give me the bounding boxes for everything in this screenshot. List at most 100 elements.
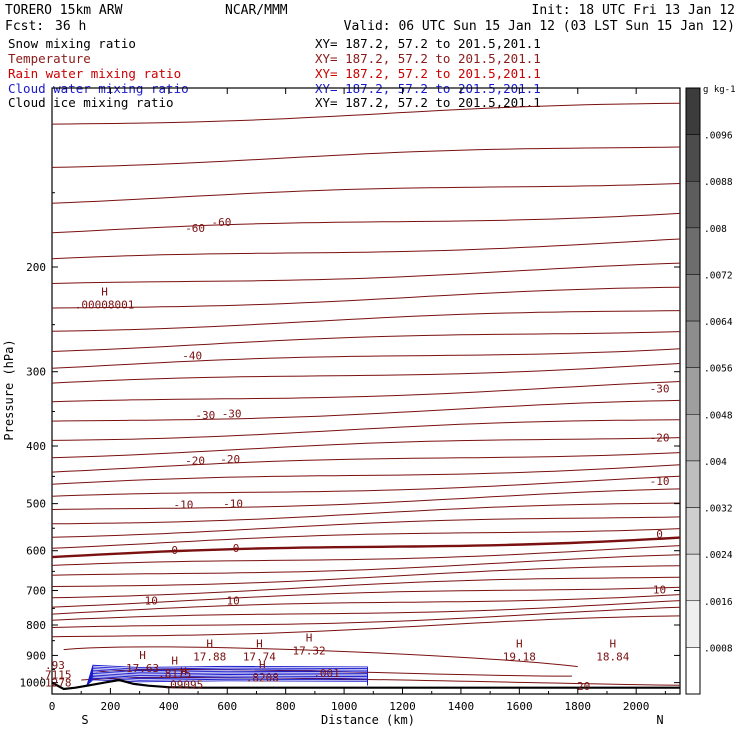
isotherm-line (51, 594, 681, 615)
colorbar-segment (685, 320, 701, 368)
y-tick-label: 500 (26, 498, 46, 511)
isotherm-line (51, 399, 681, 422)
high-value: .93 (45, 659, 65, 672)
high-marker: H (610, 638, 617, 651)
fcst-label: Fcst: (5, 19, 44, 34)
cloud-water-contours (86, 664, 368, 686)
high-value: .8208 (246, 671, 279, 684)
colorbar-label: .0048 (704, 410, 733, 421)
isotherm-label: -30 (195, 409, 215, 422)
isotherm-line (51, 310, 681, 332)
x-tick-label: 800 (276, 700, 296, 713)
y-axis-label: Pressure (hPa) (2, 339, 16, 440)
colorbar-segment (685, 507, 701, 555)
isotherm-line (51, 381, 681, 403)
isotherm-label: 10 (653, 583, 666, 596)
high-marker: H (259, 658, 266, 671)
isotherm-label: -30 (650, 382, 670, 395)
high-value: .00008001 (75, 299, 135, 312)
cloud-water-contour (86, 677, 368, 686)
y-tick-label: 900 (26, 649, 46, 662)
colorbar-label: .0088 (704, 177, 733, 188)
x-tick-label: 400 (159, 700, 179, 713)
field-name-rain: Rain water mixing ratio (8, 66, 181, 81)
isotherm-label: -20 (650, 431, 670, 444)
isotherm-label: 0 (656, 528, 663, 541)
colorbar-label: .0072 (704, 270, 733, 281)
high-value: .1278 (38, 676, 71, 689)
isotherm-line (51, 183, 681, 204)
isotherm-line (51, 262, 681, 284)
colorbar-label: .008 (704, 224, 727, 235)
high-value: 18.84 (596, 651, 629, 664)
high-marker: H (306, 631, 313, 644)
isotherm-line (51, 586, 681, 608)
isotherm-line (51, 419, 681, 441)
isotherm-label: 10 (145, 594, 158, 607)
isotherm-label: -20 (220, 453, 240, 466)
isotherm-line (51, 348, 681, 369)
x-tick-label: 600 (217, 700, 237, 713)
colorbar-label: .0024 (704, 550, 733, 561)
high-value: 17.88 (193, 651, 226, 664)
colorbar-frame (685, 87, 701, 695)
isotherm-line (51, 146, 681, 168)
high-value: .7115 (38, 669, 71, 682)
y-tick-label: 200 (26, 261, 46, 274)
colorbar-segment (685, 134, 701, 182)
colorbar-segment (685, 460, 701, 508)
y-tick-label: 300 (26, 366, 46, 379)
isotherm-line (51, 528, 681, 549)
y-tick-label: 700 (26, 585, 46, 598)
isotherm-label: 0 (171, 544, 178, 557)
field-xy-temperature: XY= 187.2, 57.2 to 201.5,201.1 (315, 51, 541, 66)
high-value: 17.32 (292, 644, 325, 657)
direction-left: S (81, 713, 88, 727)
colorbar-label: .0016 (704, 597, 733, 608)
fcst-value: 36 h (55, 19, 86, 34)
contour-labels: -60 -60 -40 -30 -30 -30 -20 -20 -20 -10 -10 -10 0 0 0 1… (145, 216, 670, 693)
colorbar-label: .004 (704, 457, 727, 468)
isotherm-line (51, 516, 681, 538)
colorbar-segment (685, 414, 701, 462)
isotherm-label: -60 (185, 222, 205, 235)
isotherm-low-line (81, 676, 681, 686)
y-tick-label: 800 (26, 619, 46, 632)
isotherm-line (51, 212, 681, 234)
high-marker: H (101, 286, 108, 299)
colorbar-segment (685, 227, 701, 275)
high-markers: H.00008001H17.88H17.74H17.32H19.18H18.84… (38, 286, 629, 692)
isotherm-line (51, 331, 681, 352)
field-xy-rain: XY= 187.2, 57.2 to 201.5,201.1 (315, 66, 541, 81)
colorbar-label: .0032 (704, 504, 733, 515)
high-marker: H (171, 654, 178, 667)
high-marker: H (516, 638, 523, 651)
colorbar: .0096 .0088 .008 .0072 .0064 .0056 .0048 .004 .0… (685, 87, 733, 695)
isotherm-line (51, 464, 681, 485)
isotherm-label: -10 (650, 475, 670, 488)
field-xy-snow: XY= 187.2, 57.2 to 201.5,201.1 (315, 36, 541, 51)
x-tick-label: 1600 (506, 700, 533, 713)
plot-frame (51, 87, 681, 695)
isotherm-label: -10 (223, 498, 243, 511)
field-xy-cloud-ice: XY= 187.2, 57.2 to 201.5,201.1 (315, 95, 541, 110)
isotherm-line (51, 576, 681, 599)
isotherm-line (51, 554, 681, 576)
high-value: .09095 (164, 678, 204, 691)
x-tick-label: 1200 (389, 700, 416, 713)
colorbar-segment (685, 367, 701, 415)
x-axis-label: Distance (km) (321, 713, 415, 727)
isotherm-line (51, 475, 681, 497)
high-value: 19.18 (503, 651, 536, 664)
isotherm-label: -10 (174, 499, 194, 512)
isotherm-line (51, 502, 681, 525)
isotherm-line (51, 545, 681, 566)
colorbar-segment (685, 647, 701, 695)
high-value: 17.74 (243, 651, 276, 664)
colorbar-label: .0096 (704, 131, 733, 142)
terrain-line (51, 678, 680, 691)
field-name-snow: Snow mixing ratio (8, 36, 136, 51)
high-value: .001 (313, 667, 340, 680)
